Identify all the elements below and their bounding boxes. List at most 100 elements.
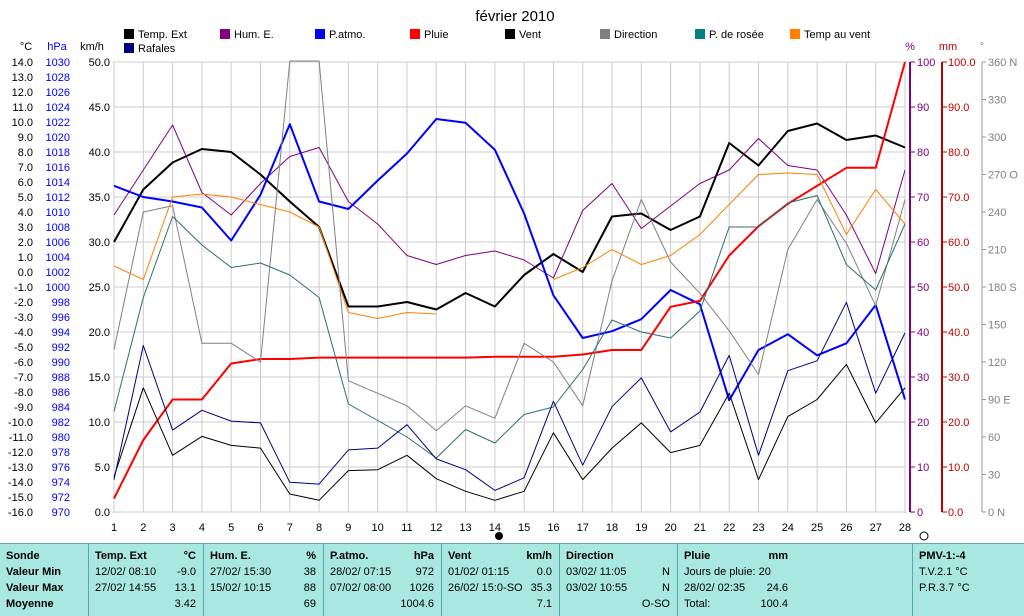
x-tick-label: 7 [287,522,293,534]
y-tick-label: 90 [917,102,929,114]
y-tick-label: 1026 [46,87,70,99]
x-tick-label: 28 [899,522,911,534]
legend-label: Vent [519,29,541,41]
x-tick-label: 16 [547,522,559,534]
stats-cell-time: 27/02/ 14:55 [95,582,157,594]
y-tick-label: 90.0 [948,102,969,114]
y-tick-label: 1014 [46,177,70,189]
stats-cell-time: 28/02/ 07:15 [330,566,392,578]
stats-column-unit: % [306,550,316,562]
legend-label: Temp. Ext [138,29,187,41]
y-tick-label: 40.0 [89,147,110,159]
stats-cell-value: 1026 [409,582,434,594]
stats-column: Sonde Valeur Min Valeur Max Moyenne [0,544,86,616]
y-tick-label: 980 [52,432,70,444]
stats-column-title: Sonde [6,550,40,562]
stats-column-title: Direction [566,550,614,562]
y-tick-label: -9.0 [14,402,33,414]
y-tick-label: 240 [988,207,1006,219]
y-tick-label: 10.0 [948,462,969,474]
stats-column: Pluie mm Jours de pluie: 20 28/02/ 02:35 24.… [677,544,794,616]
y-tick-label: 1028 [46,72,70,84]
stats-cell-value: 88 [303,582,316,594]
x-tick-label: 4 [199,522,205,534]
y-tick-label: -3.0 [14,312,33,324]
stats-column-unit: km/h [526,550,552,562]
x-tick-label: 19 [635,522,647,534]
y-tick-label: 1004 [46,252,70,264]
y-tick-label: -6.0 [14,357,33,369]
y-tick-label: 30.0 [89,237,110,249]
legend-swatch [410,29,420,39]
y-tick-label: -8.0 [14,387,33,399]
legend-swatch [220,29,230,39]
stats-table: Sonde Valeur Min Valeur Max Moyenne Temp. Ex… [0,543,1024,616]
axis-unit-label: ° [980,41,984,53]
axis-unit-label: hPa [47,41,67,53]
stats-column-title: PMV-1:-4 [919,550,966,562]
y-tick-label: 988 [52,372,70,384]
x-tick-label: 26 [840,522,852,534]
y-tick-label: 1006 [46,237,70,249]
x-tick-label: 2 [140,522,146,534]
stats-column-title: Hum. E. [210,550,251,562]
y-tick-label: 100 [917,57,935,69]
x-tick-label: 15 [518,522,530,534]
stats-cell-value: 7.1 [536,598,552,610]
y-tick-label: 1.0 [18,252,33,264]
y-tick-label: 2.0 [18,237,33,249]
y-tick-label: 10 [917,462,929,474]
series-line-7 [113,172,906,319]
y-tick-label: 0.0 [18,267,33,279]
y-tick-label: 13.0 [12,72,33,84]
axis-unit-label: mm [939,41,957,53]
y-tick-label: 978 [52,447,70,459]
y-tick-label: 1000 [46,282,70,294]
y-tick-label: 7.0 [18,162,33,174]
series-line-5 [113,60,906,432]
y-tick-label: 210 [988,245,1006,257]
y-tick-label: 15.0 [89,372,110,384]
y-tick-label: 1018 [46,147,70,159]
x-tick-label: 5 [228,522,234,534]
stats-cell-value: 24.6 [766,582,788,594]
moon-phase-icon [495,532,503,540]
y-tick-label: 120 [988,357,1006,369]
stats-cell-time: 28/02/ 02:35 [684,582,746,594]
legend-label: P. de rosée [709,29,764,41]
stats-cell-value: N [662,566,670,578]
y-tick-label: -13.0 [8,462,33,474]
stats-cell-time: 07/02/ 08:00 [330,582,392,594]
y-tick-label: -2.0 [14,297,33,309]
y-tick-label: 990 [52,357,70,369]
y-tick-label: 80.0 [948,147,969,159]
legend-swatch [505,29,515,39]
legend-swatch [790,29,800,39]
x-tick-label: 20 [665,522,677,534]
y-tick-label: 974 [52,477,70,489]
x-tick-label: 24 [782,522,794,534]
y-tick-label: 0.0 [948,507,963,519]
y-tick-label: 970 [52,507,70,519]
y-tick-label: 70 [917,192,929,204]
y-tick-label: 1012 [46,192,70,204]
y-tick-label: 0.0 [95,507,110,519]
y-tick-label: 984 [52,402,70,414]
legend: Temp. Ext Hum. E. P.atmo. Pluie Vent Directio… [124,29,870,55]
stats-cell-value: 38 [303,566,316,578]
y-tick-label: 1024 [46,102,70,114]
y-tick-label: 40 [917,327,929,339]
series-line-8 [113,301,906,491]
y-tick-label: 180 S [988,282,1017,294]
y-tick-label: 50 [917,282,929,294]
stats-cell-time: 27/02/ 15:30 [210,566,272,578]
stats-cell-value: 972 [415,566,434,578]
y-tick-label: 60 [917,237,929,249]
y-tick-label: -7.0 [14,372,33,384]
stats-cell-value: N [662,582,670,594]
stats-column-title: P.atmo. [330,550,369,562]
stats-cell-value: 35.3 [530,582,552,594]
stats-cell-time: 03/02/ 10:55 [566,582,628,594]
legend-label: Direction [614,29,657,41]
y-tick-label: 270 O [988,170,1018,182]
